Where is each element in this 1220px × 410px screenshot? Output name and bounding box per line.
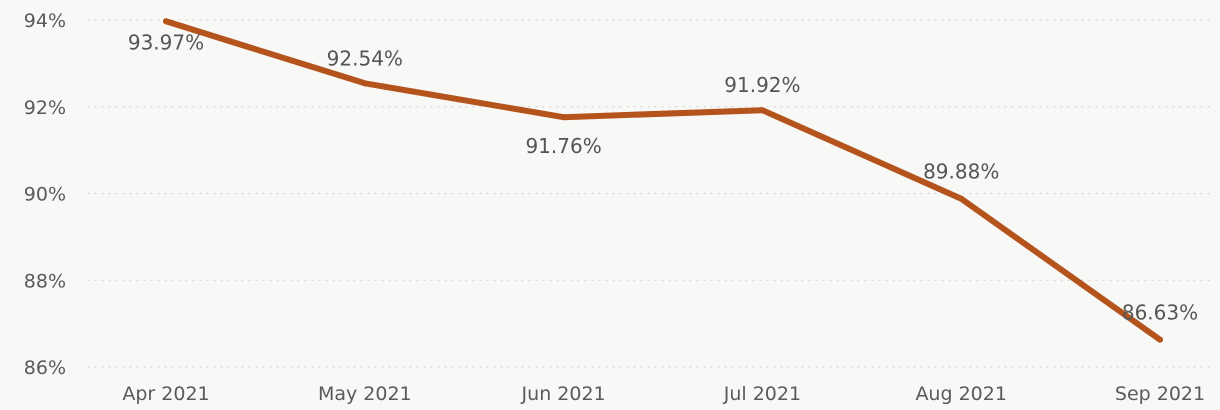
y-tick-label: 90% (24, 184, 66, 206)
y-tick-label: 88% (24, 270, 66, 292)
x-tick-label: Aug 2021 (915, 383, 1007, 405)
gridlines (87, 19, 1211, 368)
y-tick-label: 94% (24, 10, 66, 32)
x-axis: Apr 2021 May 2021 Jun 2021 Jul 2021 Aug 2021… (122, 383, 1205, 405)
y-tick-label: 92% (24, 97, 66, 119)
series-line-0 (163, 18, 1163, 343)
x-tick-label: Apr 2021 (122, 383, 209, 405)
x-tick-label: Sep 2021 (1115, 383, 1205, 405)
data-point (361, 80, 368, 87)
data-label: 91.76% (525, 134, 601, 158)
data-label: 86.63% (1122, 301, 1198, 325)
y-axis: 86% 88% 90% 92% 94% (24, 10, 66, 379)
data-point (759, 107, 766, 114)
x-tick-label: Jun 2021 (521, 383, 606, 405)
x-tick-label: May 2021 (318, 383, 412, 405)
data-point (958, 195, 965, 202)
data-label: 93.97% (128, 30, 204, 54)
data-label: 89.88% (923, 160, 999, 184)
data-label: 92.54% (327, 46, 403, 70)
data-point (1157, 336, 1163, 343)
data-label: 91.92% (724, 73, 800, 97)
data-labels: 93.97% 92.54% 91.76% 91.92% 89.88% 86.63% (128, 30, 1198, 324)
data-point (163, 18, 169, 25)
series (163, 18, 1163, 343)
data-point (560, 114, 567, 121)
x-tick-label: Jul 2021 (723, 383, 801, 405)
y-tick-label: 86% (24, 357, 66, 379)
